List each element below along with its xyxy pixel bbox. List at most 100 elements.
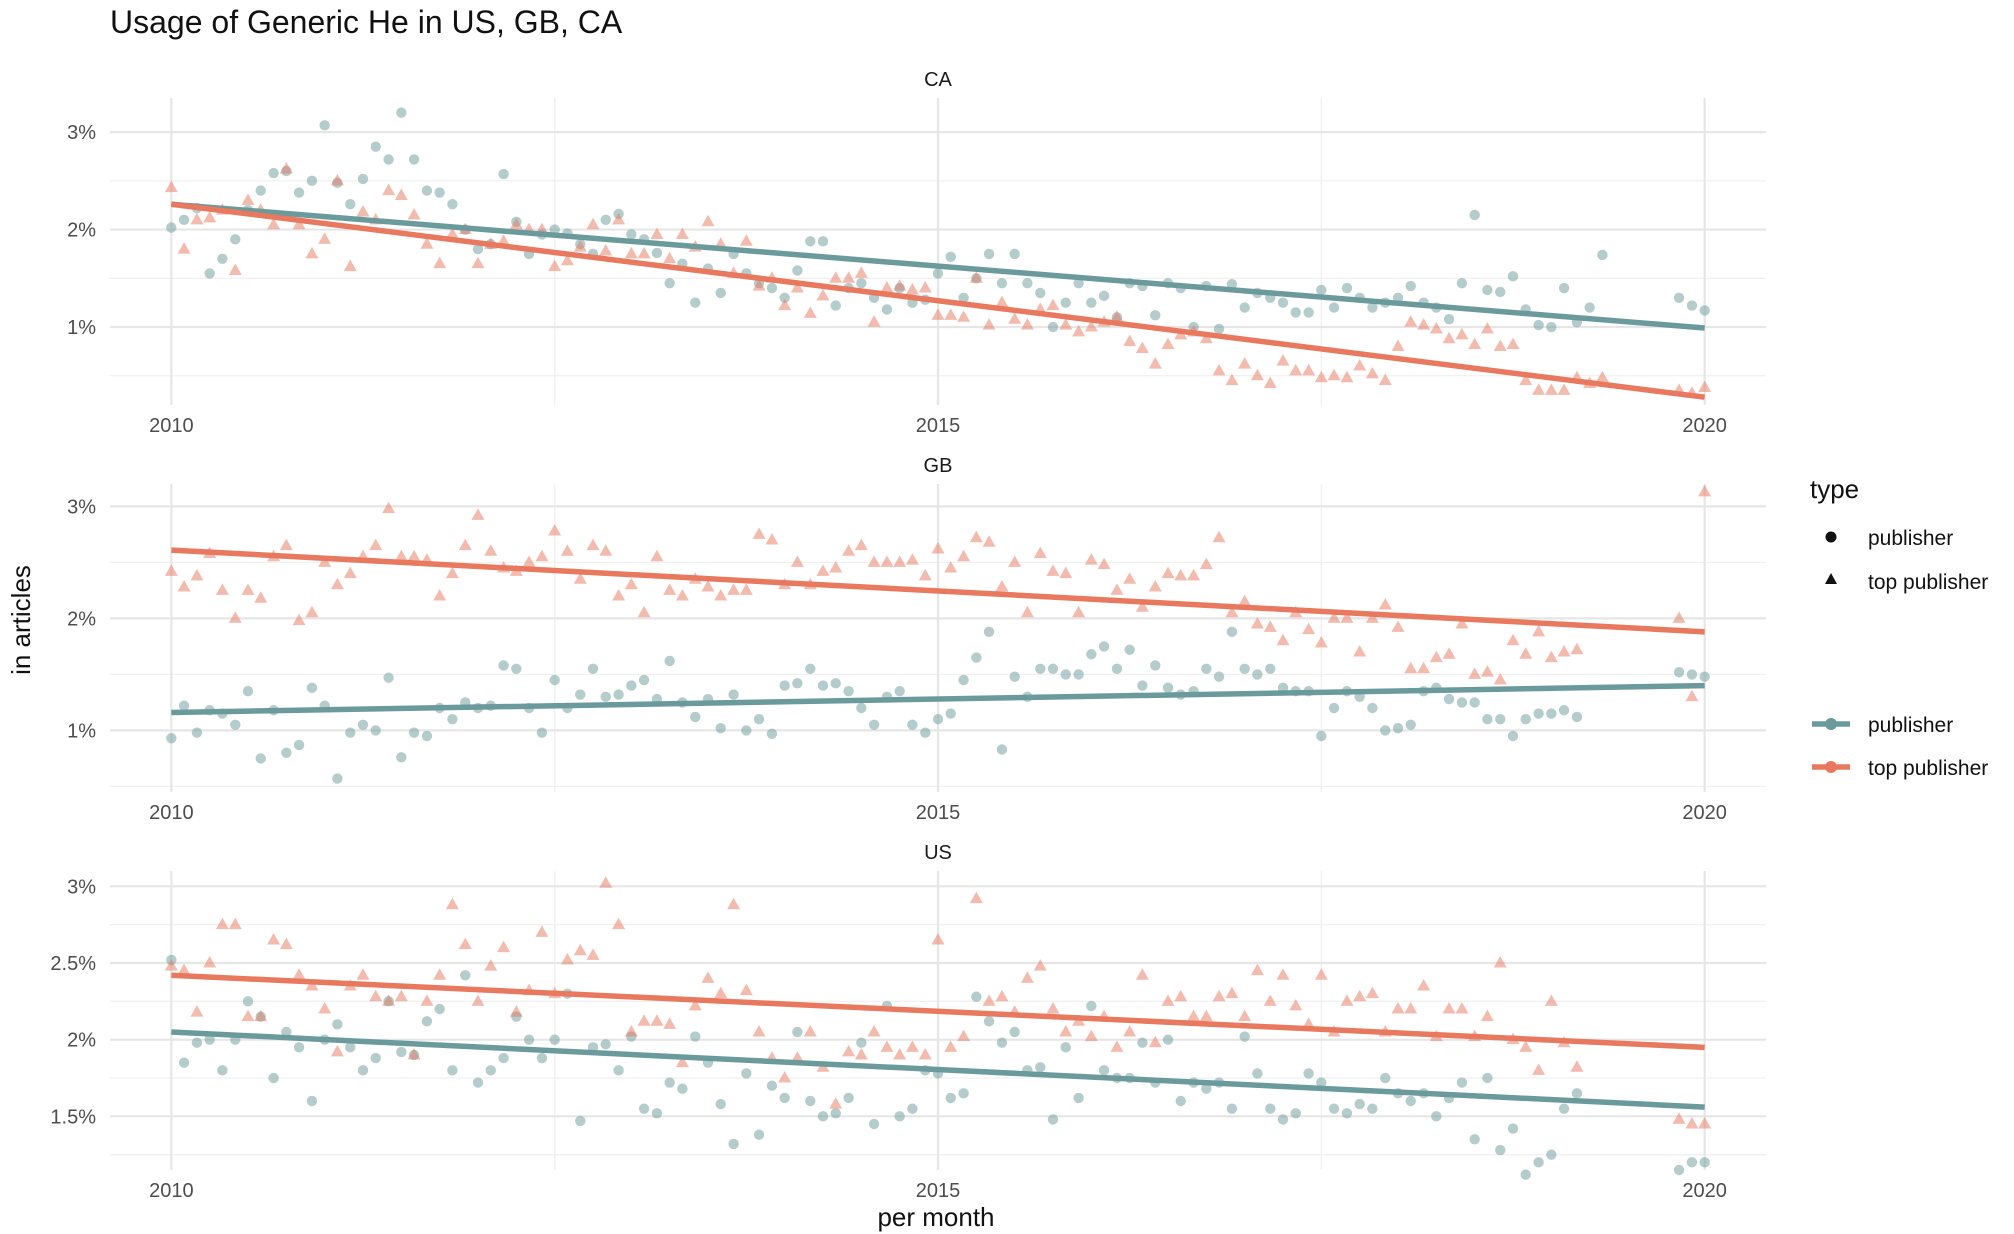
data-point bbox=[1558, 1103, 1570, 1114]
data-point bbox=[752, 279, 766, 291]
data-point bbox=[918, 281, 932, 293]
data-point bbox=[1507, 1123, 1519, 1134]
data-point bbox=[548, 524, 562, 536]
data-point bbox=[305, 246, 319, 259]
series-top-publisher-points bbox=[164, 484, 1712, 702]
data-point bbox=[1008, 312, 1022, 324]
data-point bbox=[1316, 1077, 1327, 1088]
data-point bbox=[472, 243, 484, 255]
data-point bbox=[203, 210, 217, 223]
data-point bbox=[969, 271, 983, 283]
data-point bbox=[1698, 1117, 1712, 1129]
data-point bbox=[548, 259, 562, 272]
data-point bbox=[854, 538, 868, 551]
data-point bbox=[164, 180, 178, 193]
data-point bbox=[663, 583, 677, 595]
data-point bbox=[536, 727, 548, 738]
data-point bbox=[944, 561, 958, 573]
data-point bbox=[1020, 605, 1034, 618]
data-point bbox=[433, 256, 447, 269]
data-point bbox=[1328, 1103, 1340, 1114]
data-point bbox=[166, 222, 177, 233]
data-point bbox=[549, 674, 560, 686]
data-point bbox=[1124, 644, 1135, 655]
data-point bbox=[396, 752, 407, 763]
data-point bbox=[1148, 580, 1162, 592]
data-point bbox=[1367, 1103, 1378, 1114]
data-point bbox=[1570, 1060, 1584, 1072]
data-point bbox=[460, 970, 471, 981]
data-point bbox=[343, 566, 357, 579]
data-point bbox=[971, 991, 982, 1002]
data-point bbox=[803, 1025, 817, 1037]
data-point bbox=[1365, 986, 1379, 999]
y-tick-label: 1.5% bbox=[50, 1106, 96, 1128]
data-point bbox=[1290, 1108, 1301, 1119]
x-tick-label: 2020 bbox=[1682, 1180, 1727, 1202]
data-point bbox=[996, 744, 1008, 755]
data-point bbox=[1417, 979, 1431, 991]
data-point bbox=[1699, 671, 1710, 682]
data-point bbox=[626, 229, 637, 240]
data-point bbox=[228, 263, 242, 276]
data-point bbox=[535, 549, 549, 562]
data-point bbox=[958, 1088, 969, 1099]
data-point bbox=[1365, 611, 1379, 623]
data-point bbox=[918, 568, 932, 581]
data-point bbox=[612, 212, 626, 225]
data-point bbox=[394, 989, 408, 1002]
data-point bbox=[190, 568, 204, 581]
data-point bbox=[675, 589, 689, 601]
data-point bbox=[663, 1017, 677, 1029]
data-point bbox=[1493, 673, 1507, 685]
data-point bbox=[1022, 277, 1033, 289]
data-point bbox=[982, 535, 996, 547]
data-point bbox=[1698, 380, 1712, 392]
data-point bbox=[830, 678, 841, 689]
data-point bbox=[688, 998, 702, 1011]
data-point bbox=[664, 655, 675, 667]
data-point bbox=[995, 989, 1009, 1002]
data-point bbox=[1584, 302, 1595, 313]
data-point bbox=[241, 1009, 255, 1022]
data-point bbox=[1226, 278, 1238, 290]
data-point bbox=[1008, 555, 1022, 567]
data-point bbox=[1123, 1025, 1137, 1037]
data-point bbox=[1495, 714, 1506, 725]
data-point bbox=[1431, 1111, 1442, 1122]
legend-line-publisher-label: publisher bbox=[1868, 714, 1953, 737]
data-point bbox=[1404, 1002, 1418, 1014]
data-point bbox=[343, 259, 357, 272]
data-point bbox=[1519, 647, 1533, 659]
data-point bbox=[1533, 708, 1544, 719]
data-point bbox=[1328, 702, 1340, 714]
data-point bbox=[792, 678, 803, 689]
data-point bbox=[1544, 650, 1558, 663]
data-point bbox=[739, 583, 753, 595]
grid-lines bbox=[110, 484, 1766, 792]
data-point bbox=[753, 1129, 765, 1140]
data-point bbox=[714, 986, 728, 999]
data-point bbox=[790, 281, 804, 293]
data-point bbox=[944, 1040, 958, 1052]
trend-line-publisher bbox=[171, 1029, 1705, 1110]
data-point bbox=[867, 555, 881, 567]
data-point bbox=[549, 1034, 560, 1045]
data-point bbox=[370, 1052, 381, 1064]
data-point bbox=[1187, 568, 1201, 581]
data-point bbox=[1365, 366, 1379, 379]
data-point bbox=[228, 611, 242, 623]
data-point bbox=[394, 549, 408, 562]
data-point bbox=[637, 605, 651, 618]
data-point bbox=[204, 268, 215, 279]
data-point bbox=[1493, 956, 1507, 968]
data-point bbox=[1442, 647, 1456, 659]
data-point bbox=[177, 242, 191, 254]
data-point bbox=[1302, 363, 1316, 376]
data-point bbox=[511, 663, 522, 674]
data-point bbox=[1456, 697, 1468, 708]
data-point bbox=[1686, 1157, 1698, 1168]
data-point bbox=[573, 572, 587, 584]
data-point bbox=[843, 1092, 854, 1104]
data-point bbox=[1699, 305, 1710, 316]
